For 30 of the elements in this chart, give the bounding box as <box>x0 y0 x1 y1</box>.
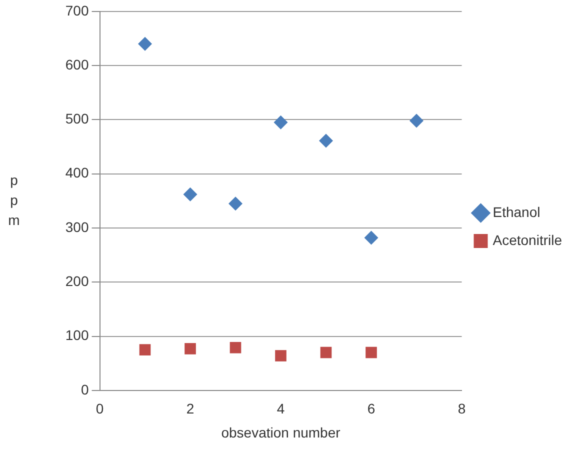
point <box>274 115 288 130</box>
point <box>366 346 377 358</box>
point <box>139 344 151 356</box>
point <box>230 342 242 354</box>
y-tick-label: 300 <box>65 218 89 235</box>
point <box>364 230 378 245</box>
point <box>184 343 196 354</box>
point <box>275 350 286 362</box>
y-axis-title: ppm <box>8 172 20 228</box>
x-tick-label: 0 <box>96 400 104 417</box>
y-tick-label: 0 <box>80 381 89 398</box>
x-tick-label: 8 <box>458 400 466 417</box>
point <box>183 187 198 202</box>
point <box>319 134 333 148</box>
y-tick-label: 100 <box>65 327 89 344</box>
point <box>409 114 424 128</box>
point <box>320 346 332 358</box>
x-tick-label: 4 <box>276 400 285 417</box>
y-tick-label: 700 <box>65 2 89 18</box>
point <box>138 36 152 51</box>
x-tick-label: 2 <box>186 400 194 417</box>
y-tick-label: 400 <box>65 164 89 181</box>
x-axis-title: obsevation number <box>221 424 341 440</box>
y-tick-label: 200 <box>65 272 89 289</box>
point <box>228 196 243 211</box>
y-tick-label: 500 <box>65 110 89 127</box>
legend-label: Ethanol <box>492 204 540 220</box>
legend-label: Acetonitrile <box>492 232 562 248</box>
y-tick-label: 600 <box>65 56 89 72</box>
x-tick-label: 6 <box>367 400 376 417</box>
